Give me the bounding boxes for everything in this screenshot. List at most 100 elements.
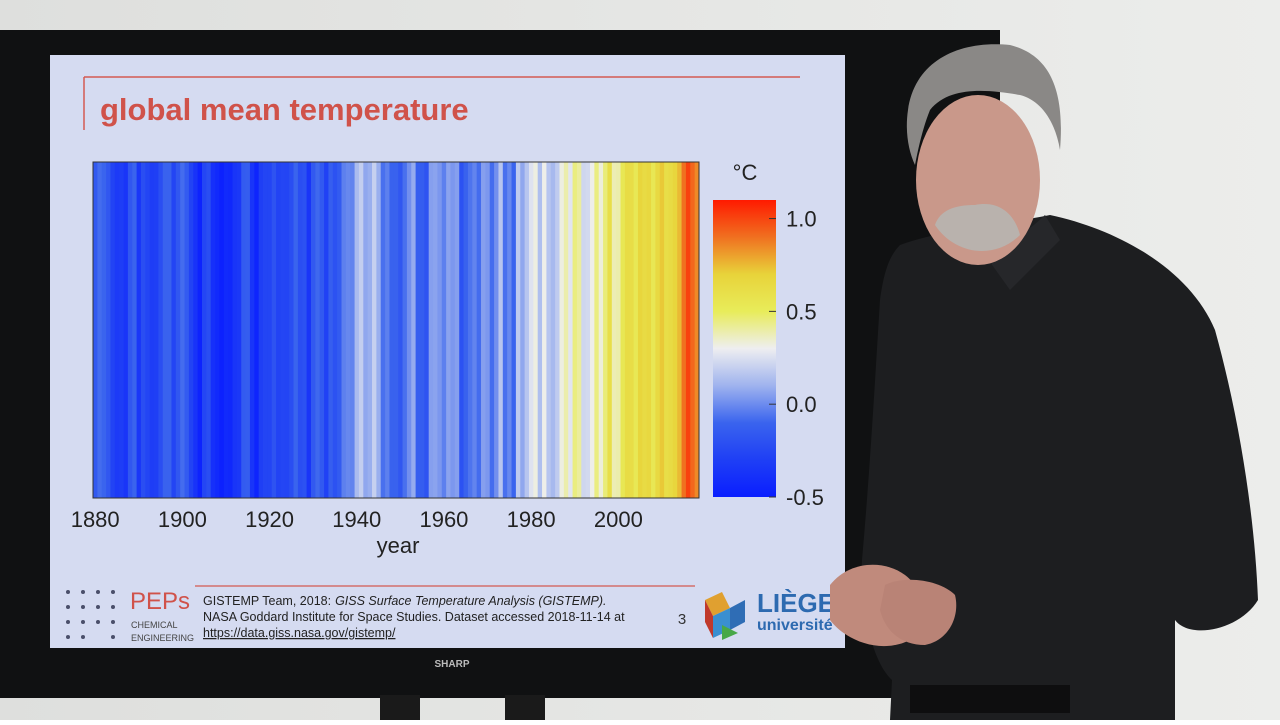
stripe: [337, 162, 342, 498]
stripe: [380, 162, 386, 498]
stripe: [555, 162, 560, 498]
stripe: [607, 162, 613, 498]
stripe: [201, 162, 207, 498]
stripe: [450, 162, 456, 498]
x-tick-label: 1960: [419, 507, 468, 532]
stripe: [184, 162, 190, 498]
stripe: [494, 162, 499, 498]
stripe: [655, 162, 661, 498]
stripe: [642, 162, 648, 498]
stripe: [637, 162, 643, 498]
x-tick-label: 1880: [71, 507, 120, 532]
citation-text: GISTEMP Team, 2018:: [203, 594, 331, 608]
stripe: [123, 162, 129, 498]
stripe: [437, 162, 443, 498]
stripe: [433, 162, 438, 498]
stripe: [210, 162, 216, 498]
stripe: [511, 162, 517, 498]
stripe: [685, 162, 691, 498]
logo-text: PEPs: [130, 588, 190, 615]
stripe: [228, 162, 233, 498]
stripe: [363, 162, 369, 498]
stripe: [93, 162, 98, 498]
stripe: [132, 162, 137, 498]
x-tick-label: 1900: [158, 507, 207, 532]
stripe: [664, 162, 669, 498]
stripe: [463, 162, 469, 498]
colorbar-tick-label: 0.5: [786, 299, 817, 324]
stripe: [367, 162, 373, 498]
stripe: [659, 162, 665, 498]
stripe: [289, 162, 294, 498]
logo-subtext: CHEMICAL: [131, 620, 178, 630]
stripe: [354, 162, 360, 498]
stripe: [446, 162, 451, 498]
stripe: [297, 162, 303, 498]
stripe: [550, 162, 556, 498]
stripe: [219, 162, 225, 498]
stripe: [441, 162, 447, 498]
stripe: [524, 162, 530, 498]
stripe: [284, 162, 290, 498]
stripe: [101, 162, 107, 498]
stripe: [197, 162, 203, 498]
stripe: [258, 162, 264, 498]
colorbar-tick-label: 0.0: [786, 392, 817, 417]
stripe: [559, 162, 565, 498]
stripe: [646, 162, 652, 498]
stripe: [419, 162, 425, 498]
stripe: [533, 162, 539, 498]
stripe: [424, 162, 430, 498]
university-name: LIÈGE: [757, 588, 835, 618]
colorbar: [713, 200, 776, 497]
stripe: [267, 162, 273, 498]
stripe: [119, 162, 124, 498]
x-tick-label: 1980: [507, 507, 556, 532]
stripe: [158, 162, 164, 498]
stripe: [616, 162, 621, 498]
stripe: [415, 162, 421, 498]
stripe: [515, 162, 521, 498]
logo-dots: [66, 590, 115, 639]
stripe: [136, 162, 142, 498]
stripe: [498, 162, 504, 498]
stripe: [332, 162, 338, 498]
stripe: [546, 162, 552, 498]
stripe: [319, 162, 325, 498]
university-name: université: [757, 617, 833, 634]
chart-title: global mean temperature: [100, 92, 469, 127]
stripe: [428, 162, 434, 498]
stripe: [406, 162, 412, 498]
stand: [505, 695, 545, 720]
stripe: [293, 162, 299, 498]
stripe: [236, 162, 242, 498]
stripe: [581, 162, 587, 498]
stripe: [563, 162, 569, 498]
stripe: [572, 162, 578, 498]
stripe: [672, 162, 678, 498]
stripe: [310, 162, 316, 498]
plot-frame: [92, 161, 700, 499]
x-tick-label: 1920: [245, 507, 294, 532]
stripe: [398, 162, 403, 498]
citation-link[interactable]: https://data.giss.nasa.gov/gistemp/: [203, 626, 396, 640]
stripe: [537, 162, 543, 498]
stripe: [341, 162, 347, 498]
stripe: [280, 162, 286, 498]
stripe: [594, 162, 600, 498]
stripe: [149, 162, 155, 498]
colorbar-tick-label: -0.5: [786, 485, 824, 510]
presenter: [830, 44, 1258, 720]
stripe: [345, 162, 351, 498]
stripe: [245, 162, 251, 498]
stripe: [389, 162, 395, 498]
stripe: [603, 162, 608, 498]
page-number: 3: [678, 611, 686, 628]
stripe: [145, 162, 151, 498]
stripe: [302, 162, 308, 498]
stripe: [633, 162, 639, 498]
stripe: [402, 162, 408, 498]
plot: [93, 162, 700, 498]
stripe: [677, 162, 682, 498]
stripe: [502, 162, 508, 498]
